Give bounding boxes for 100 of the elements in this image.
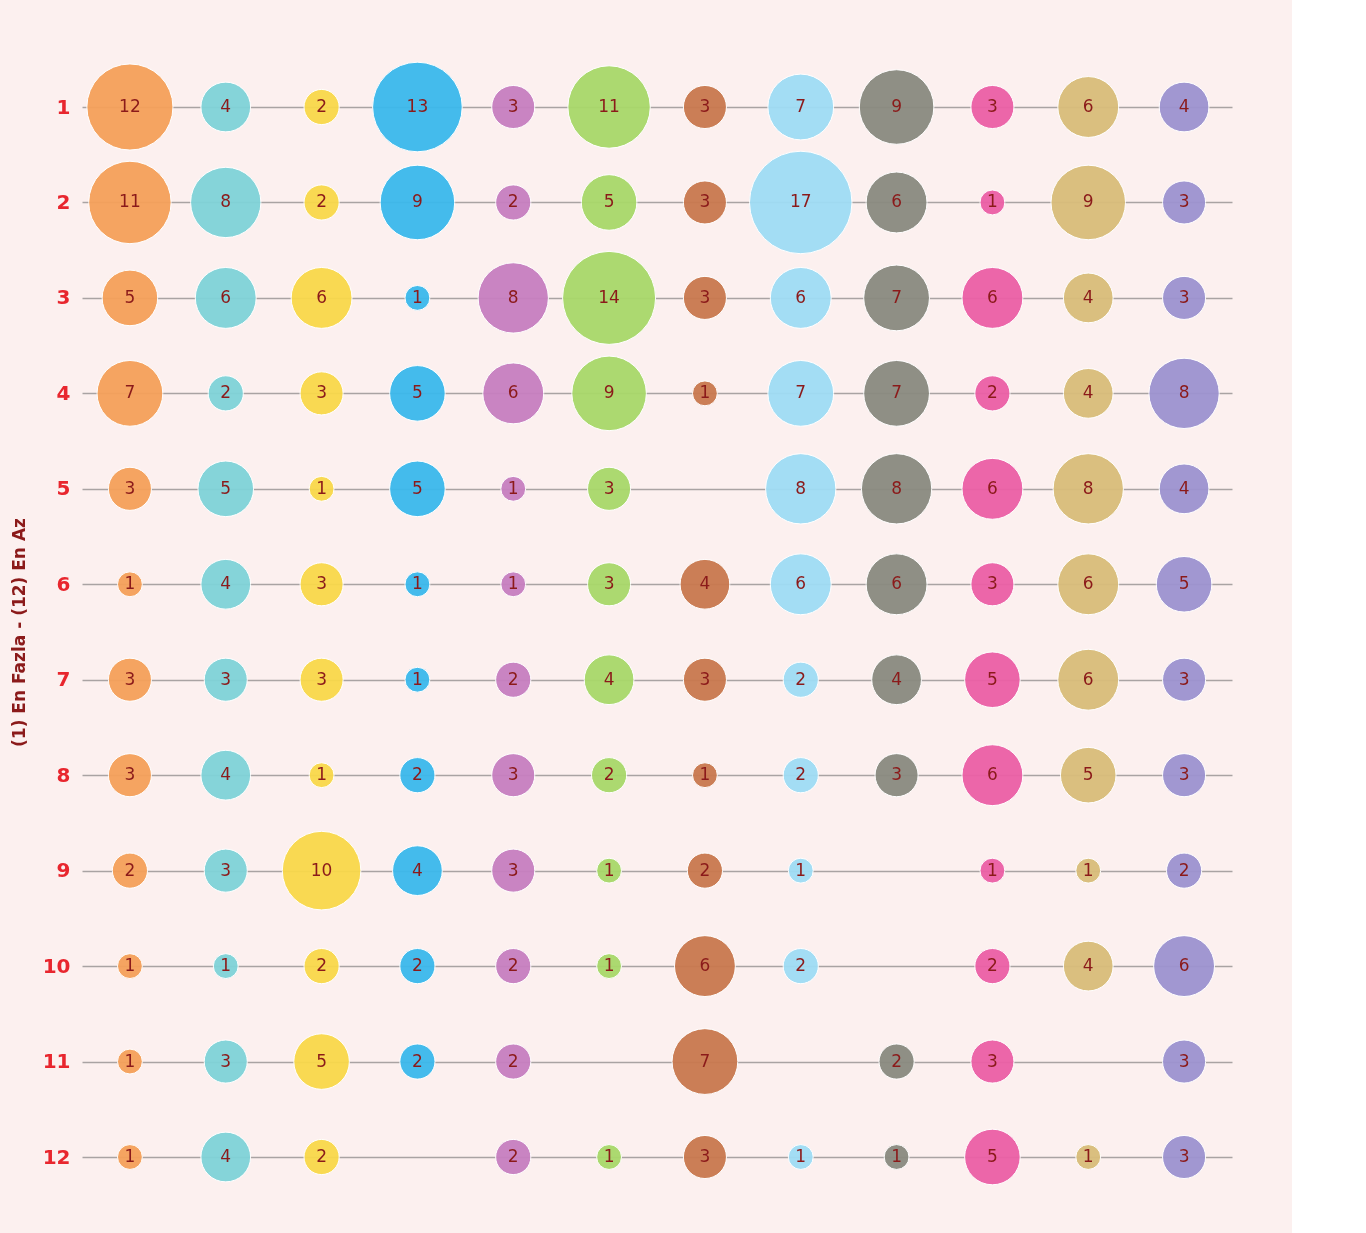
data-label: 3 xyxy=(1178,1050,1190,1071)
data-label: 5 xyxy=(412,477,423,498)
data-label: 2 xyxy=(412,955,423,976)
data-label: 3 xyxy=(699,191,711,212)
data-label: 6 xyxy=(891,191,902,212)
data-label: 8 xyxy=(507,286,519,307)
data-label: 8 xyxy=(891,477,902,498)
data-label: 1 xyxy=(124,955,136,976)
data-label: 2 xyxy=(412,764,423,785)
data-label: 5 xyxy=(316,1050,327,1071)
data-label: 2 xyxy=(699,859,711,880)
y-tick-label: 5 xyxy=(56,476,71,501)
data-label: 4 xyxy=(699,573,711,594)
y-tick-label: 3 xyxy=(56,285,71,310)
data-label: 9 xyxy=(1082,191,1094,212)
data-label: 2 xyxy=(603,764,615,785)
data-label: 2 xyxy=(795,955,807,976)
data-label: 3 xyxy=(124,668,136,689)
data-label: 2 xyxy=(507,1146,519,1166)
data-label: 3 xyxy=(1178,1146,1190,1166)
data-label: 1 xyxy=(795,1146,807,1166)
data-label: 6 xyxy=(795,286,807,307)
data-label: 6 xyxy=(891,573,902,594)
data-label: 1 xyxy=(124,573,136,594)
data-label: 3 xyxy=(220,859,232,880)
data-label: 5 xyxy=(220,477,232,498)
data-label: 3 xyxy=(316,382,327,403)
y-tick-label: 9 xyxy=(56,858,71,883)
data-label: 3 xyxy=(507,859,519,880)
data-label: 2 xyxy=(891,1050,902,1071)
data-label: 4 xyxy=(1082,955,1094,976)
data-label: 6 xyxy=(987,764,998,785)
data-label: 3 xyxy=(699,668,711,689)
y-tick-label: 8 xyxy=(56,762,71,787)
data-label: 1 xyxy=(220,955,232,976)
data-label: 6 xyxy=(1082,668,1094,689)
data-label: 5 xyxy=(1082,764,1094,785)
y-tick-label: 4 xyxy=(56,380,71,405)
data-label: 3 xyxy=(699,286,711,307)
data-label: 6 xyxy=(1178,955,1190,976)
data-label: 2 xyxy=(316,955,327,976)
y-tick-label: 12 xyxy=(42,1144,71,1169)
data-label: 6 xyxy=(1082,573,1094,594)
data-label: 17 xyxy=(789,191,812,212)
data-label: 10 xyxy=(310,859,333,880)
data-label: 1 xyxy=(412,286,423,307)
y-tick-label: 11 xyxy=(42,1049,71,1074)
data-label: 11 xyxy=(598,96,620,116)
data-label: 5 xyxy=(124,286,136,307)
data-label: 4 xyxy=(891,668,902,689)
data-label: 4 xyxy=(603,668,615,689)
data-label: 2 xyxy=(124,859,136,880)
data-label: 3 xyxy=(699,1146,711,1166)
data-label: 7 xyxy=(891,286,902,307)
data-label: 1 xyxy=(699,764,711,785)
y-tick-label: 10 xyxy=(42,953,71,978)
data-label: 8 xyxy=(1082,477,1094,498)
data-label: 4 xyxy=(220,573,232,594)
data-label: 3 xyxy=(603,477,615,498)
data-label: 11 xyxy=(119,191,141,212)
data-label: 3 xyxy=(603,573,615,594)
data-label: 5 xyxy=(412,382,423,403)
data-label: 1 xyxy=(316,764,327,785)
data-label: 2 xyxy=(507,955,519,976)
data-label: 5 xyxy=(987,668,998,689)
data-label: 2 xyxy=(316,96,327,116)
data-label: 3 xyxy=(1178,286,1190,307)
data-label: 6 xyxy=(507,382,519,403)
data-label: 3 xyxy=(699,96,711,116)
y-tick-label: 7 xyxy=(56,667,71,692)
data-label: 6 xyxy=(1082,96,1094,116)
data-label: 7 xyxy=(795,382,807,403)
data-label: 1 xyxy=(124,1050,136,1071)
data-label: 2 xyxy=(987,382,998,403)
data-label: 3 xyxy=(316,573,327,594)
data-label: 1 xyxy=(316,477,327,498)
data-label: 3 xyxy=(124,764,136,785)
data-label: 5 xyxy=(1178,573,1190,594)
data-label: 4 xyxy=(1178,96,1190,116)
data-label: 4 xyxy=(412,859,423,880)
data-label: 1 xyxy=(699,382,711,403)
data-label: 3 xyxy=(220,668,232,689)
y-tick-label: 2 xyxy=(56,189,71,214)
data-label: 3 xyxy=(987,96,998,116)
data-label: 8 xyxy=(1178,382,1190,403)
data-label: 2 xyxy=(795,764,807,785)
data-label: 3 xyxy=(316,668,327,689)
data-label: 4 xyxy=(1082,286,1094,307)
data-label: 7 xyxy=(124,382,136,403)
data-label: 2 xyxy=(795,668,807,689)
data-label: 1 xyxy=(1082,1146,1094,1166)
data-label: 5 xyxy=(603,191,615,212)
data-label: 3 xyxy=(987,1050,998,1071)
data-label: 4 xyxy=(220,1146,232,1166)
data-label: 6 xyxy=(220,286,232,307)
data-label: 12 xyxy=(119,96,141,116)
data-label: 1 xyxy=(412,668,423,689)
data-label: 7 xyxy=(795,96,807,116)
data-label: 4 xyxy=(1082,382,1094,403)
data-label: 7 xyxy=(891,382,902,403)
